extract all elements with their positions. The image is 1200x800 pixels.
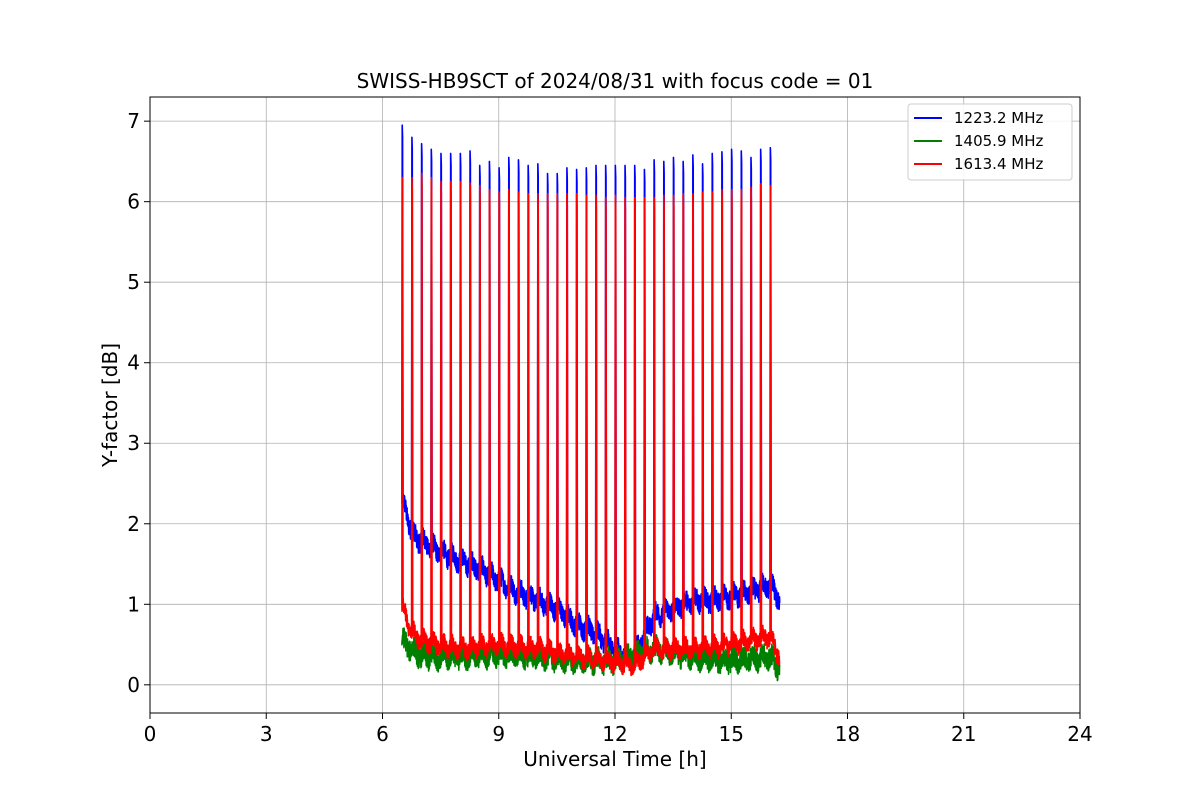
x-tick-label: 21 [951, 722, 976, 746]
y-tick-label: 5 [127, 270, 140, 294]
series-line-3 [401, 172, 781, 677]
x-tick-label: 15 [719, 722, 744, 746]
y-axis-label: Y-factor [dB] [98, 343, 122, 468]
y-tick-label: 7 [127, 109, 140, 133]
y-tick-label: 1 [127, 592, 140, 616]
plot-area [401, 124, 781, 682]
y-tick-label: 2 [127, 512, 140, 536]
x-tick-label: 24 [1067, 722, 1092, 746]
x-axis-label: Universal Time [h] [523, 747, 706, 771]
legend-label: 1405.9 MHz [954, 132, 1043, 150]
x-tick-label: 9 [492, 722, 505, 746]
series-line-2 [401, 627, 781, 682]
y-tick-label: 0 [127, 673, 140, 697]
chart-title: SWISS-HB9SCT of 2024/08/31 with focus co… [357, 69, 874, 93]
x-tick-label: 6 [376, 722, 389, 746]
y-tick-label: 6 [127, 190, 140, 214]
x-tick-label: 18 [835, 722, 860, 746]
series-line-1 [401, 124, 781, 674]
legend-label: 1223.2 MHz [954, 109, 1043, 127]
y-tick-label: 4 [127, 351, 140, 375]
y-tick-label: 3 [127, 431, 140, 455]
legend-box [907, 103, 1073, 181]
x-tick-label: 3 [260, 722, 273, 746]
legend-label: 1613.4 MHz [954, 155, 1043, 173]
x-tick-label: 0 [144, 722, 157, 746]
legend: 1223.2 MHz 1405.9 MHz 1613.4 MHz [907, 103, 1073, 181]
x-tick-label: 12 [602, 722, 627, 746]
